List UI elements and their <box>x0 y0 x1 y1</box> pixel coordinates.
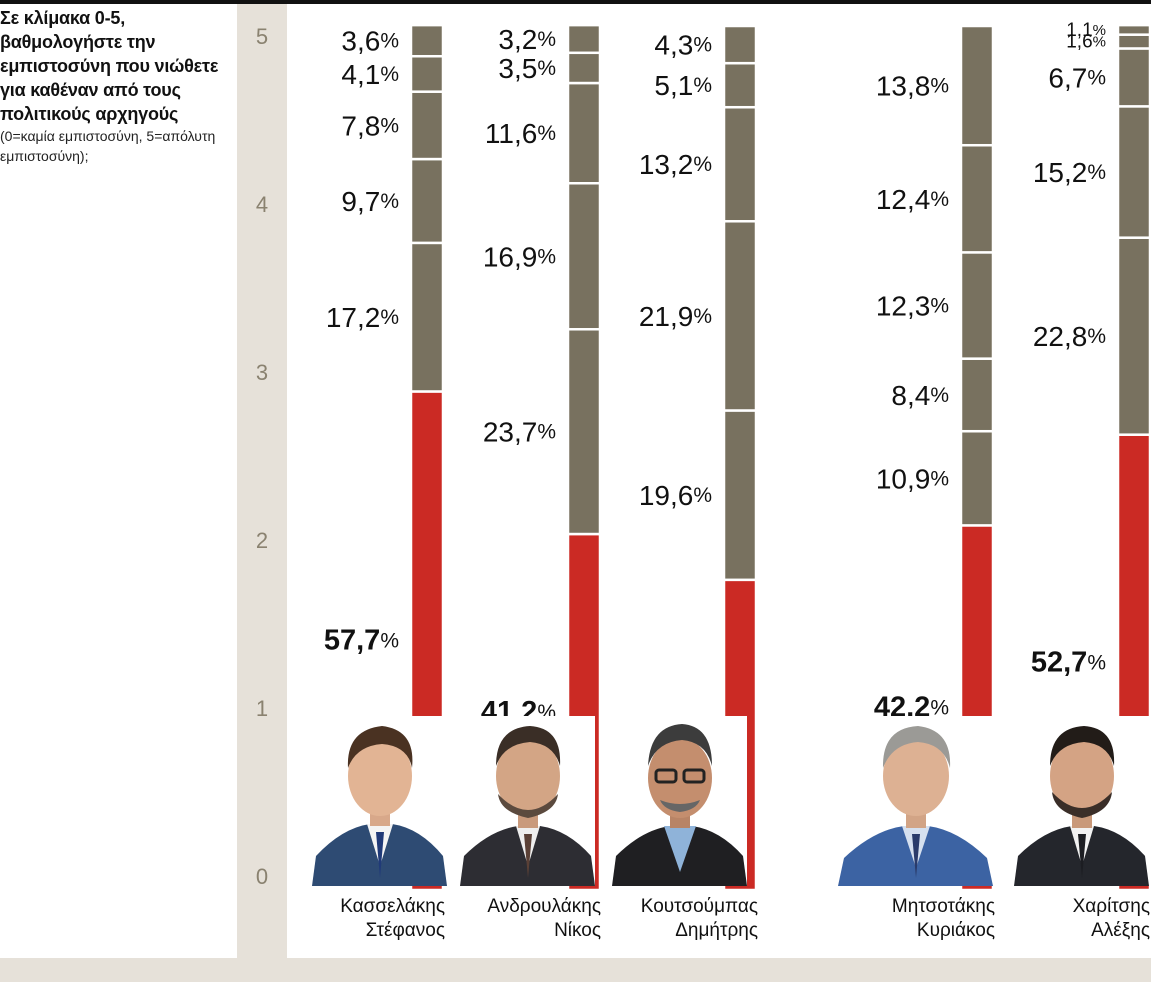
data-label-kasselakis-4: 4,1% <box>341 58 399 89</box>
data-label-mitsotakis-2: 8,4% <box>891 379 949 410</box>
portrait-mitsotakis <box>838 716 993 886</box>
bar-segment-kasselakis-4 <box>409 54 445 93</box>
data-label-koutsoumpas-1: 19,6% <box>639 480 712 511</box>
data-label-charitsis-3: 6,7% <box>1048 62 1106 93</box>
data-label-koutsoumpas-5: 4,3% <box>654 29 712 60</box>
bar-segment-koutsoumpas-4 <box>722 61 758 109</box>
portrait-kasselakis <box>312 716 447 886</box>
data-label-charitsis-1: 22,8% <box>1033 321 1106 352</box>
bar-segment-charitsis-2 <box>1116 105 1151 239</box>
bar-segment-kasselakis-5 <box>409 23 445 58</box>
bar-segment-kasselakis-1 <box>409 241 445 393</box>
bar-segment-androulakis-5 <box>566 23 602 55</box>
question-text: Σε κλίμακα 0-5, βαθμολογήστε την εμπιστο… <box>0 8 219 124</box>
data-label-charitsis-5: 1,1% <box>1066 19 1106 40</box>
question-block: Σε κλίμακα 0-5, βαθμολογήστε την εμπιστο… <box>0 6 232 166</box>
leader-surname: Κουτσούμπας <box>640 896 758 917</box>
leader-name-koutsoumpas: Κουτσούμπας Δημήτρης <box>578 895 758 943</box>
leader-name-mitsotakis: Μητσοτάκης Κυριάκος <box>815 895 995 943</box>
data-label-androulakis-1: 23,7% <box>483 416 556 447</box>
bar-segment-charitsis-1 <box>1116 236 1151 436</box>
y-tick-1: 1 <box>255 696 269 721</box>
data-label-kasselakis-5: 3,6% <box>341 25 399 56</box>
bar-segment-koutsoumpas-2 <box>722 220 758 412</box>
bar-segment-koutsoumpas-5 <box>722 24 758 65</box>
data-label-charitsis-0: 52,7% <box>1031 646 1106 678</box>
data-label-koutsoumpas-3: 13,2% <box>639 149 712 180</box>
bar-segment-mitsotakis-2 <box>959 357 995 433</box>
footer-band <box>0 958 1151 982</box>
data-label-kasselakis-0: 57,7% <box>324 625 399 657</box>
y-tick-0: 0 <box>255 864 269 889</box>
y-tick-5: 5 <box>255 24 269 49</box>
data-label-kasselakis-1: 17,2% <box>326 302 399 333</box>
bar-segment-mitsotakis-4 <box>959 143 995 254</box>
bar-segment-kasselakis-2 <box>409 157 445 245</box>
leader-surname: Κασσελάκης <box>340 896 445 917</box>
leader-name-kasselakis: Κασσελάκης Στέφανος <box>265 895 445 943</box>
portrait-charitsis <box>1014 716 1149 886</box>
leader-name-charitsis: Χαρίτσης Αλέξης <box>970 895 1150 943</box>
bar-segment-mitsotakis-1 <box>959 429 995 527</box>
data-label-androulakis-5: 3,2% <box>498 23 556 54</box>
data-label-kasselakis-2: 9,7% <box>341 185 399 216</box>
bar-segment-kasselakis-3 <box>409 90 445 161</box>
bar-segment-androulakis-3 <box>566 81 602 185</box>
bar-segment-mitsotakis-5 <box>959 24 995 147</box>
leader-surname: Ανδρουλάκης <box>487 896 601 917</box>
portrait-koutsoumpas <box>612 716 747 886</box>
bar-segment-koutsoumpas-3 <box>722 105 758 223</box>
bar-segment-charitsis-4 <box>1116 33 1151 50</box>
data-label-charitsis-4: 1,6% <box>1066 31 1106 52</box>
bar-segment-androulakis-4 <box>566 51 602 85</box>
data-label-mitsotakis-5: 13,8% <box>876 70 949 101</box>
data-label-androulakis-3: 11,6% <box>485 118 556 149</box>
data-label-mitsotakis-3: 12,3% <box>876 290 949 321</box>
data-label-kasselakis-3: 7,8% <box>341 110 399 141</box>
data-label-koutsoumpas-2: 21,9% <box>639 300 712 331</box>
bar-segment-charitsis-3 <box>1116 47 1151 108</box>
y-tick-2: 2 <box>255 528 269 553</box>
data-label-androulakis-2: 16,9% <box>483 241 556 272</box>
leader-surname: Μητσοτάκης <box>891 896 995 917</box>
bar-segment-mitsotakis-3 <box>959 251 995 360</box>
leader-firstname: Νίκος <box>554 920 601 941</box>
data-label-mitsotakis-4: 12,4% <box>876 183 949 214</box>
leader-firstname: Δημήτρης <box>675 920 758 941</box>
y-tick-4: 4 <box>255 192 269 217</box>
scale-note: (0=καμία εμπιστοσύνη, 5=απόλυτη εμπιστοσ… <box>0 128 216 164</box>
data-label-charitsis-2: 15,2% <box>1033 157 1106 188</box>
leader-name-androulakis: Ανδρουλάκης Νίκος <box>421 895 601 943</box>
bar-segment-androulakis-2 <box>566 181 602 331</box>
bar-segment-koutsoumpas-1 <box>722 409 758 582</box>
data-label-koutsoumpas-4: 5,1% <box>654 70 712 101</box>
data-label-mitsotakis-1: 10,9% <box>876 463 949 494</box>
leader-firstname: Αλέξης <box>1091 920 1150 941</box>
bar-segment-charitsis-5 <box>1116 23 1151 36</box>
top-rule <box>0 0 1151 4</box>
portrait-androulakis <box>460 716 595 886</box>
data-label-androulakis-4: 3,5% <box>498 52 556 83</box>
y-axis-band <box>237 4 287 958</box>
y-tick-3: 3 <box>255 360 269 385</box>
bar-segment-androulakis-1 <box>566 328 602 536</box>
leader-firstname: Στέφανος <box>365 920 445 941</box>
leader-surname: Χαρίτσης <box>1072 896 1150 917</box>
leader-firstname: Κυριάκος <box>916 920 995 941</box>
